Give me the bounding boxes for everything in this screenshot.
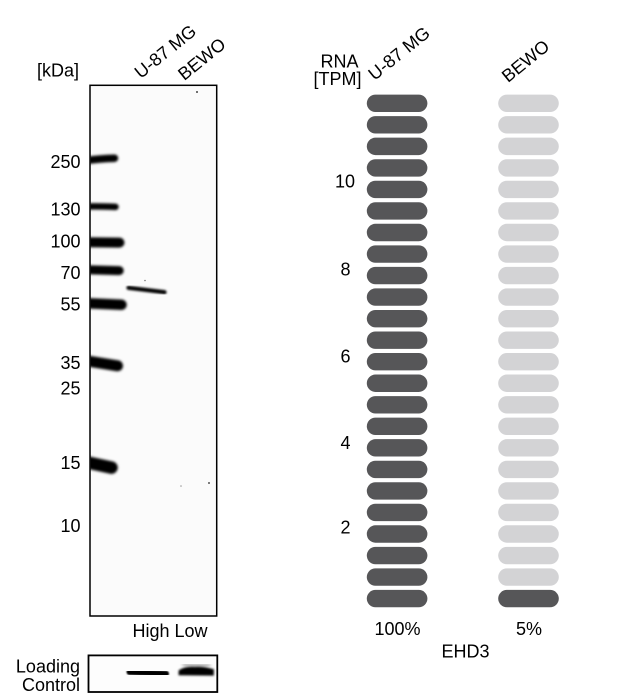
svg-text:Loading: Loading [16,656,80,676]
svg-text:25: 25 [60,378,80,398]
svg-text:100: 100 [50,232,80,252]
svg-text:Control: Control [22,675,80,695]
svg-text:RNA: RNA [320,52,358,72]
svg-text:70: 70 [60,263,80,283]
svg-text:2: 2 [340,518,350,538]
svg-text:250: 250 [50,152,80,172]
svg-text:High Low: High Low [132,621,208,641]
svg-text:100%: 100% [374,619,420,639]
svg-text:35: 35 [60,353,80,373]
svg-text:130: 130 [50,199,80,219]
svg-text:[kDa]: [kDa] [37,61,79,81]
svg-text:10: 10 [335,172,355,192]
svg-text:EHD3: EHD3 [441,642,489,662]
svg-text:10: 10 [60,516,80,536]
svg-text:5%: 5% [516,619,542,639]
svg-text:6: 6 [340,347,350,367]
svg-text:4: 4 [340,433,350,453]
svg-text:[TPM]: [TPM] [314,69,362,89]
svg-text:8: 8 [340,260,350,280]
svg-text:15: 15 [60,453,80,473]
svg-text:55: 55 [60,294,80,314]
